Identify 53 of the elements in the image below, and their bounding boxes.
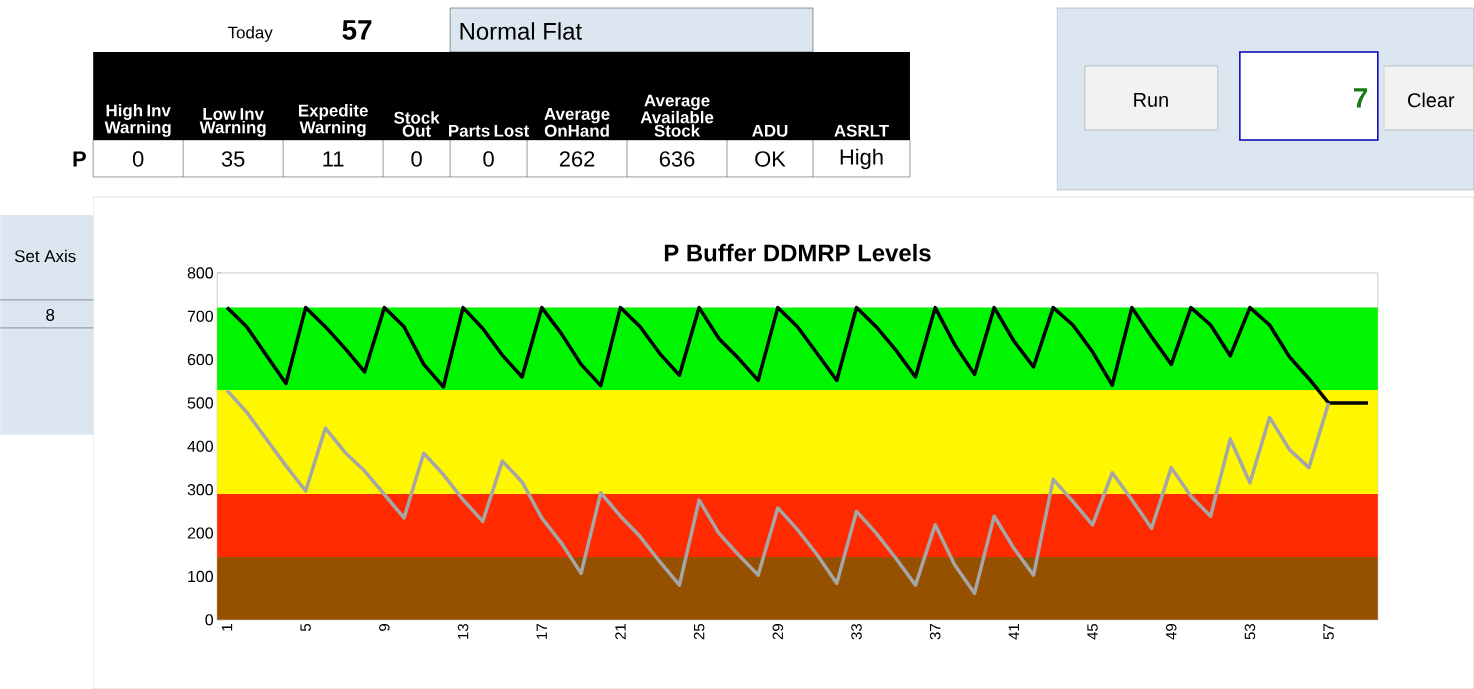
x-tick-label: 25	[693, 623, 705, 640]
x-tick-label: 45	[1087, 623, 1098, 640]
y-tick-label: 300	[187, 484, 213, 496]
x-tick-label: 17	[536, 624, 547, 639]
text: Average OnHand	[544, 108, 610, 137]
x-tick-label: 1	[221, 624, 233, 631]
y-tick-label: 800	[187, 267, 213, 279]
text: P	[73, 151, 86, 167]
text: OK	[755, 151, 786, 167]
text: Normal Flat	[460, 22, 582, 40]
x-tick-label: 13	[457, 624, 469, 639]
x-tick-label: 57	[1323, 624, 1334, 640]
text: Stock Out	[394, 111, 440, 137]
x-tick-label: 49	[1165, 624, 1177, 640]
text: Set Axis	[14, 249, 76, 263]
text: 0	[483, 151, 494, 167]
text: 7	[1354, 88, 1368, 108]
line-series	[225, 388, 1331, 596]
text: Expedite Warning	[298, 104, 368, 137]
text: 57	[342, 20, 372, 40]
text: ASRLT	[834, 124, 889, 137]
text: 35	[221, 151, 245, 167]
x-tick-label: 5	[300, 623, 311, 632]
x-tick-label: 21	[615, 624, 626, 640]
text: 262	[559, 151, 595, 167]
x-tick-label: 9	[379, 624, 390, 631]
chart-title: P Buffer DDMRP Levels	[664, 243, 931, 262]
text: Low Inv Warning	[199, 108, 266, 137]
y-tick-label: 100	[188, 570, 213, 583]
x-tick-label: 41	[1008, 624, 1020, 640]
y-tick-label: 500	[187, 397, 213, 409]
text: 0	[411, 151, 422, 167]
text: Parts Lost	[449, 124, 530, 137]
x-tick-label: 33	[851, 624, 862, 640]
text: High	[840, 148, 883, 170]
text: High Inv Warning	[104, 104, 171, 137]
x-tick-label: 53	[1244, 624, 1256, 640]
text: 636	[659, 151, 695, 167]
text: ADU	[752, 124, 788, 137]
text: Today	[227, 26, 273, 42]
text: 0	[132, 151, 144, 167]
text: 11	[323, 151, 344, 167]
text: Average Available Stock	[640, 94, 714, 137]
text: 8	[46, 308, 55, 321]
x-tick-label: 37	[929, 624, 941, 640]
text: Run	[1134, 93, 1168, 107]
y-tick-label: 400	[187, 440, 213, 453]
x-tick-label: 29	[772, 624, 784, 640]
y-tick-label: 200	[187, 527, 213, 539]
y-tick-label: 700	[187, 310, 213, 322]
text: Clear	[1408, 92, 1455, 108]
y-tick-label: 0	[205, 614, 213, 626]
y-tick-label: 600	[187, 354, 213, 366]
